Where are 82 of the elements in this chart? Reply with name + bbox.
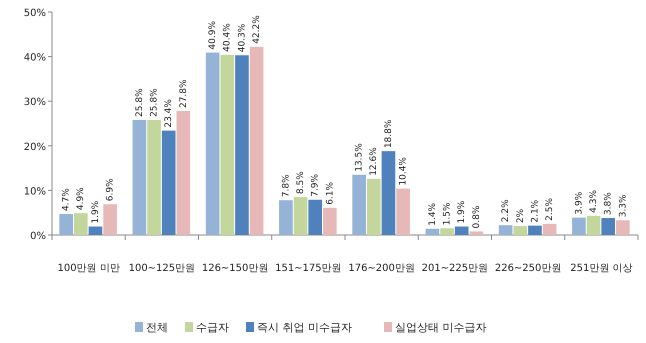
x-tick-label: 251만원 이상 — [570, 263, 633, 274]
x-tick-label: 100~125만원 — [128, 263, 196, 274]
y-tick-label: 0% — [30, 231, 46, 242]
legend-label: 실업상태 미수급자 — [395, 321, 486, 334]
y-tick-label: 30% — [24, 97, 46, 108]
bar — [616, 220, 630, 235]
bar — [147, 120, 161, 235]
data-label: 6.9% — [106, 178, 116, 202]
data-label: 25.8% — [150, 88, 160, 117]
y-tick-label: 40% — [24, 52, 46, 64]
data-label: 40.9% — [208, 20, 218, 50]
bar — [528, 226, 542, 235]
data-label: 2% — [516, 208, 526, 224]
data-label: 2.2% — [501, 198, 512, 222]
legend-label: 즉시 취업 미수급자 — [257, 321, 352, 334]
bar — [250, 46, 264, 235]
x-tick-label: 151~175만원 — [275, 263, 342, 274]
legend-label: 수급자 — [196, 321, 229, 334]
data-label: 18.8% — [384, 119, 394, 148]
data-label: 40.4% — [222, 22, 233, 52]
data-label: 4.7% — [62, 188, 72, 212]
bar — [572, 218, 586, 235]
x-tick-label: 100만원 미만 — [57, 263, 120, 274]
data-label: 3.8% — [604, 192, 614, 216]
bar — [426, 228, 440, 235]
data-label: 7.8% — [281, 174, 292, 198]
bar — [470, 231, 484, 235]
bar — [74, 213, 88, 235]
bar — [366, 178, 381, 235]
data-label: 1.5% — [442, 202, 453, 226]
legend-label: 전체 — [146, 321, 168, 334]
data-label: 1.4% — [428, 202, 438, 226]
x-tick-label: 226~250만원 — [494, 263, 562, 274]
bar — [323, 208, 337, 235]
bar — [88, 226, 102, 235]
data-label: 25.8% — [134, 88, 145, 117]
bar — [162, 130, 176, 235]
bar — [176, 111, 190, 235]
bar — [206, 52, 220, 235]
data-label: 2.1% — [530, 199, 540, 223]
data-label: 3.9% — [574, 191, 584, 215]
data-label: 2.5% — [545, 198, 556, 221]
bar — [382, 151, 396, 235]
data-label: 4.9% — [76, 186, 86, 210]
bar — [352, 174, 366, 235]
x-tick-label: 126~150만원 — [202, 263, 268, 274]
bar — [103, 204, 117, 235]
y-tick-label: 10% — [24, 186, 46, 198]
x-tick-label: 201~225만원 — [422, 263, 488, 274]
bar — [440, 228, 454, 235]
x-tick-label: 176~200만원 — [348, 263, 415, 274]
data-label: 12.6% — [369, 146, 380, 176]
bar — [396, 188, 410, 235]
bar — [513, 226, 528, 235]
data-label: 8.5% — [296, 170, 306, 194]
bar — [132, 120, 146, 235]
data-label: 27.8% — [178, 78, 189, 108]
bar — [294, 197, 308, 235]
data-label: 40.3% — [237, 23, 248, 52]
data-label: 10.4% — [398, 156, 409, 186]
data-label: 0.8% — [472, 205, 482, 228]
bar — [586, 216, 600, 235]
y-tick-label: 50% — [24, 8, 46, 19]
bar — [59, 214, 73, 235]
data-label: 4.3% — [589, 190, 600, 213]
bar — [601, 218, 616, 235]
data-label: 3.3% — [618, 194, 628, 218]
bar — [279, 200, 293, 235]
data-label: 42.2% — [252, 14, 262, 44]
data-label: 23.4% — [164, 98, 174, 128]
data-label: 7.9% — [310, 173, 321, 197]
bar — [542, 224, 556, 235]
bar — [235, 55, 249, 235]
bar — [454, 226, 469, 235]
bar — [498, 225, 512, 235]
bar — [220, 54, 234, 235]
data-label: 1.9% — [457, 200, 468, 224]
data-label: 6.1% — [325, 181, 336, 205]
data-label: 1.9% — [90, 200, 101, 224]
data-label: 13.5% — [354, 142, 365, 172]
bar — [308, 200, 322, 235]
y-tick-label: 20% — [24, 142, 46, 153]
